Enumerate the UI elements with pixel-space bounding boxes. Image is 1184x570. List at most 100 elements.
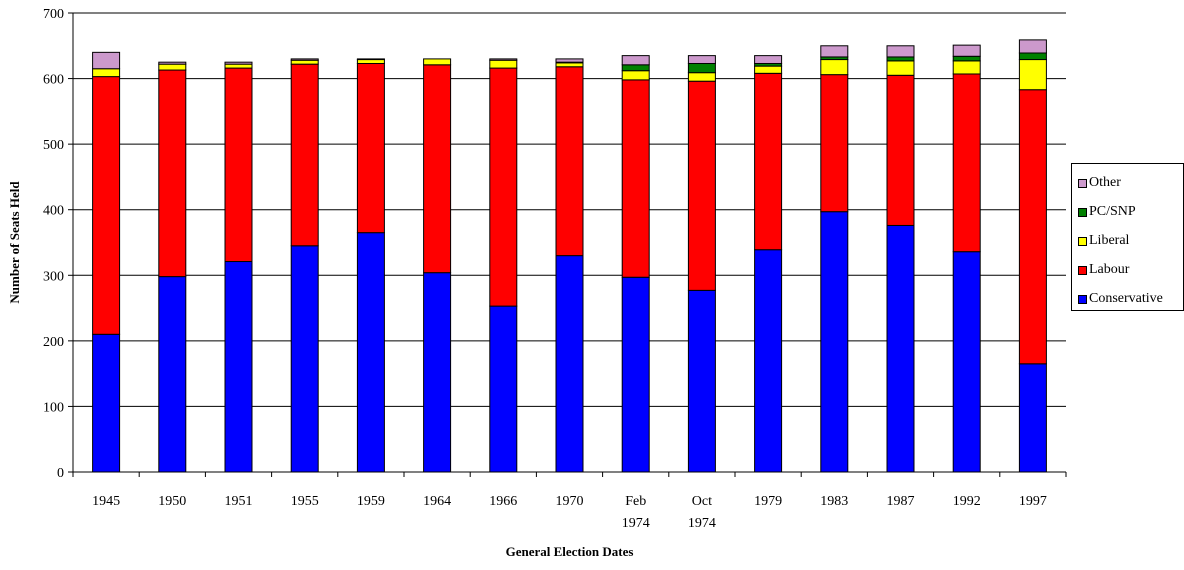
y-tick-label: 700 <box>43 7 64 22</box>
legend-swatch <box>1078 207 1087 217</box>
bar-segment-conservative <box>820 211 849 473</box>
x-tick-label: 1979 <box>754 494 782 509</box>
x-tick-label: 1964 <box>423 494 451 509</box>
bar-segment-other <box>356 58 385 61</box>
legend-label: Other <box>1089 175 1121 190</box>
bar-segment-liberal <box>489 59 518 69</box>
bar-segment-pc-snp <box>886 56 915 62</box>
bar-segment-labour <box>224 67 253 263</box>
bar-segment-conservative <box>224 261 253 473</box>
legend-item-other: Other <box>1078 175 1121 191</box>
bar-segment-conservative <box>158 276 187 473</box>
legend-label: Liberal <box>1089 233 1130 248</box>
bar-segment-other <box>952 44 981 57</box>
x-tick-label: 1987 <box>887 494 915 509</box>
bar-segment-labour <box>754 72 783 251</box>
legend-label: Conservative <box>1089 291 1163 306</box>
y-tick-label: 100 <box>43 400 64 415</box>
legend-swatch <box>1078 294 1087 304</box>
x-tick-label: 1945 <box>92 494 120 509</box>
bar-segment-pc-snp <box>687 62 716 74</box>
bar-segment-other <box>820 45 849 58</box>
bar-segment-conservative <box>423 272 452 473</box>
bar-segment-liberal <box>555 62 584 68</box>
legend-item-conservative: Conservative <box>1078 291 1163 307</box>
bar-segment-labour <box>423 64 452 274</box>
bar-segment-other <box>224 61 253 65</box>
chart-legend: Other PC/SNP Liberal Labour Conservative <box>1071 163 1184 311</box>
x-tick-label: 1950 <box>158 494 186 509</box>
y-tick-label: 500 <box>43 138 64 153</box>
bar-segment-conservative <box>886 224 915 473</box>
bar-segment-conservative <box>92 333 121 473</box>
bar-segment-other <box>158 61 187 65</box>
x-tick-label: 1955 <box>291 494 319 509</box>
bar-segment-conservative <box>754 249 783 473</box>
bar-segment-conservative <box>555 255 584 473</box>
x-tick-label: 1997 <box>1019 494 1047 509</box>
y-tick-label: 400 <box>43 204 64 219</box>
bar-segment-liberal <box>423 58 452 66</box>
bar-segment-conservative <box>621 276 650 473</box>
bar-segment-labour <box>687 80 716 291</box>
bar-segment-liberal <box>92 68 121 78</box>
y-axis-title: Number of Seats Held <box>7 181 22 304</box>
x-tick-label: Oct 1974 <box>688 494 716 531</box>
y-tick-label: 0 <box>57 466 64 481</box>
bar-segment-labour <box>886 74 915 226</box>
legend-swatch <box>1078 265 1087 275</box>
bar-segment-liberal <box>754 65 783 74</box>
bar-segment-liberal <box>356 59 385 64</box>
legend-label: PC/SNP <box>1089 204 1136 219</box>
bar-segment-labour <box>820 74 849 213</box>
bar-segment-liberal <box>952 60 981 75</box>
bar-segment-other <box>555 58 584 63</box>
bar-segment-conservative <box>1018 363 1047 473</box>
x-tick-label: 1970 <box>556 494 584 509</box>
bar-segment-other <box>290 58 319 61</box>
bar-segment-labour <box>158 69 187 278</box>
bar-segment-labour <box>1018 89 1047 365</box>
bar-segment-labour <box>952 73 981 253</box>
legend-item-liberal: Liberal <box>1078 233 1129 249</box>
bar-segment-labour <box>290 63 319 247</box>
legend-label: Labour <box>1089 262 1130 277</box>
bar-segment-labour <box>621 79 650 278</box>
y-tick-label: 600 <box>43 73 64 88</box>
bar-segment-other <box>489 58 518 61</box>
x-tick-label: 1966 <box>489 494 517 509</box>
bar-segment-liberal <box>621 70 650 81</box>
legend-item-labour: Labour <box>1078 262 1129 278</box>
legend-swatch <box>1078 178 1087 188</box>
bar-segment-liberal <box>820 59 849 76</box>
bar-segment-other <box>886 45 915 58</box>
x-axis-title: General Election Dates <box>506 544 634 559</box>
bar-segment-other <box>1018 39 1047 54</box>
bar-segment-labour <box>489 67 518 307</box>
bar-segment-other <box>621 55 650 66</box>
bar-segment-liberal <box>886 60 915 76</box>
y-tick-label: 200 <box>43 335 64 350</box>
x-tick-label: Feb 1974 <box>622 494 650 531</box>
bar-segment-liberal <box>687 72 716 82</box>
bar-segment-conservative <box>687 289 716 473</box>
bar-segment-other <box>754 55 783 64</box>
bar-segment-other <box>92 51 121 70</box>
bar-segment-conservative <box>489 305 518 473</box>
bar-segment-other <box>687 55 716 64</box>
legend-swatch <box>1078 236 1087 246</box>
legend-item-pc-snp: PC/SNP <box>1078 204 1136 220</box>
bar-segment-pc-snp <box>621 64 650 72</box>
bar-segment-pc-snp <box>1018 52 1047 61</box>
bar-segment-conservative <box>290 245 319 473</box>
bar-segment-liberal <box>290 59 319 65</box>
bar-segment-liberal <box>224 63 253 69</box>
bar-segment-labour <box>555 66 584 257</box>
y-tick-label: 300 <box>43 269 64 284</box>
bar-segment-conservative <box>952 251 981 473</box>
x-tick-label: 1951 <box>225 494 253 509</box>
x-tick-label: 1983 <box>820 494 848 509</box>
bar-segment-labour <box>92 76 121 335</box>
bar-segment-pc-snp <box>952 55 981 62</box>
